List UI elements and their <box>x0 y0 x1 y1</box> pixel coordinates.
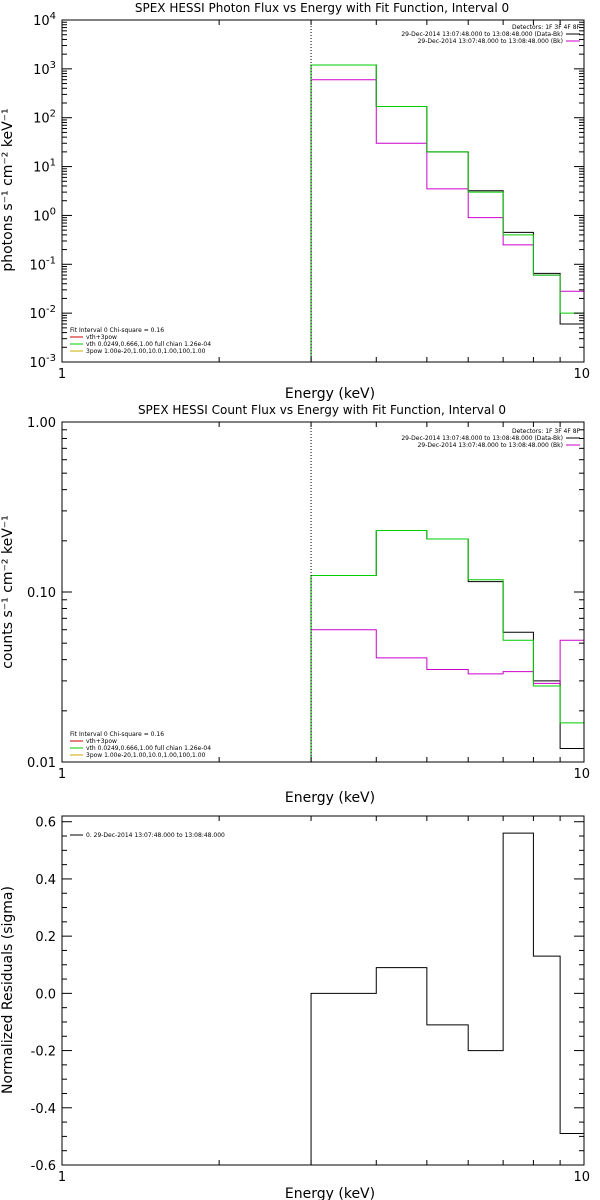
photon-x-axis-label: Energy (keV) <box>285 386 375 402</box>
count-x-tick-label: 10 <box>573 767 590 782</box>
count-flux-panel: SPEX HESSI Count Flux vs Energy with Fit… <box>0 403 590 806</box>
residuals-ticks-layer: 1 10 -0.6 -0.4 -0.2 0.0 0.2 0.4 0.6 <box>31 816 590 1185</box>
count-x-tick-label: 1 <box>58 767 66 782</box>
residuals-x-axis-label: Energy (keV) <box>285 1186 375 1200</box>
residuals-y-tick-label: 0.6 <box>35 816 56 831</box>
photon-y-tick-label: 10-3 <box>29 353 56 371</box>
photon-y-tick-label: 10-2 <box>29 304 56 322</box>
photon-y-tick-label: 104 <box>33 11 56 29</box>
photon-legend-left-header: Fit Interval 0 Chi-square = 0.16 <box>70 327 164 334</box>
count-ticks-layer: 1 10 0.01 0.10 1.00 <box>27 416 590 782</box>
photon-chart-title: SPEX HESSI Photon Flux vs Energy with Fi… <box>135 1 509 15</box>
count-y-tick-label: 0.01 <box>27 756 56 771</box>
residuals-y-tick-label: 0.2 <box>35 930 56 945</box>
count-series-1 <box>310 629 585 762</box>
count-axes-frame <box>61 421 585 763</box>
photon-legend-left-line-1: vth 0.0249,0.666,1.00 full chian 1.26e-0… <box>86 341 211 348</box>
count-y-axis-label: counts s⁻¹ cm⁻² keV⁻¹ <box>0 515 16 669</box>
photon-flux-panel: SPEX HESSI Photon Flux vs Energy with Fi… <box>0 1 590 402</box>
residuals-legend: 0. 29-Dec-2014 13:07:48.000 to 13:08:48.… <box>86 832 225 839</box>
photon-ticks-layer: 1 10 10-3 10-2 10-1 100 101 102 103 104 <box>29 11 590 382</box>
count-x-axis-label: Energy (keV) <box>285 790 375 806</box>
photon-series-2 <box>310 64 585 362</box>
count-legend-right-line-0: 29-Dec-2014 13:07:48.000 to 13:08:48.000… <box>401 435 563 442</box>
count-legend-right: Detectors: 1F 3F 4F 8F 29-Dec-2014 13:07… <box>401 428 580 449</box>
count-chart-title: SPEX HESSI Count Flux vs Energy with Fit… <box>138 403 506 417</box>
count-series-2 <box>310 530 585 762</box>
count-legend-right-header: Detectors: 1F 3F 4F 8F <box>512 428 581 435</box>
photon-legend-left-line-2: 3pow 1.00e-20,1.00,10.0,1.00,100,1.00 <box>86 348 206 355</box>
residuals-series-layer <box>310 832 585 1165</box>
count-legend-left-line-1: vth 0.0249,0.666,1.00 full chian 1.26e-0… <box>86 745 211 752</box>
photon-legend-right: Detectors: 1F 3F 4F 8F 29-Dec-2014 13:07… <box>401 24 580 45</box>
photon-series-layer <box>310 64 585 362</box>
residuals-y-axis-label: Normalized Residuals (sigma) <box>0 886 16 1094</box>
count-y-tick-label: 1.00 <box>27 416 56 431</box>
photon-legend-right-header: Detectors: 1F 3F 4F 8F <box>512 24 581 31</box>
photon-legend-left: Fit Interval 0 Chi-square = 0.16 vth+3po… <box>70 327 211 355</box>
residuals-y-tick-label: 0.0 <box>35 987 56 1002</box>
count-y-tick-label: 0.10 <box>27 586 56 601</box>
residuals-y-tick-label: 0.4 <box>35 873 56 888</box>
count-legend-left-line-2: 3pow 1.00e-20,1.00,10.0,1.00,100,1.00 <box>86 752 206 759</box>
photon-series-0 <box>310 64 585 362</box>
photon-y-tick-label: 102 <box>33 109 56 127</box>
residuals-series-0 <box>310 832 585 1165</box>
residuals-panel: 1 10 -0.6 -0.4 -0.2 0.0 0.2 0.4 0.6 Energy (keV)… <box>0 815 590 1200</box>
residuals-legend-line-0: 0. 29-Dec-2014 13:07:48.000 to 13:08:48.… <box>86 832 225 839</box>
photon-x-tick-label: 10 <box>573 367 590 382</box>
photon-x-tick-label: 1 <box>58 367 66 382</box>
residuals-y-tick-label: -0.6 <box>31 1159 56 1174</box>
residuals-plot-area: 1 10 -0.6 -0.4 -0.2 0.0 0.2 0.4 0.6 <box>31 815 590 1185</box>
residuals-x-tick-label: 1 <box>58 1170 66 1185</box>
photon-axes-frame <box>61 19 585 363</box>
count-plot-area: 1 10 0.01 0.10 1.00 <box>27 416 590 782</box>
count-series-layer <box>310 530 585 762</box>
count-legend-left-header: Fit Interval 0 Chi-square = 0.16 <box>70 731 164 738</box>
photon-y-tick-label: 10-1 <box>29 255 56 273</box>
photon-legend-left-line-0: vth+3pow <box>86 334 117 341</box>
photon-y-axis-label: photons s⁻¹ cm⁻² keV⁻¹ <box>0 108 16 271</box>
photon-series-1 <box>310 79 585 362</box>
photon-y-tick-label: 100 <box>33 206 56 224</box>
count-series-0 <box>310 530 585 762</box>
residuals-axes-frame <box>61 815 585 1166</box>
residuals-y-tick-label: -0.2 <box>31 1045 56 1060</box>
count-legend-left: Fit Interval 0 Chi-square = 0.16 vth+3po… <box>70 731 211 759</box>
count-legend-left-line-0: vth+3pow <box>86 738 117 745</box>
residuals-x-tick-label: 10 <box>573 1170 590 1185</box>
photon-plot-area: 1 10 10-3 10-2 10-1 100 101 102 103 104 <box>29 11 590 382</box>
photon-legend-right-line-0: 29-Dec-2014 13:07:48.000 to 13:08:48.000… <box>401 31 563 38</box>
photon-y-tick-label: 101 <box>33 158 56 176</box>
photon-legend-right-line-1: 29-Dec-2014 13:07:48.000 to 13:08:48.000… <box>418 38 563 45</box>
count-legend-right-line-1: 29-Dec-2014 13:07:48.000 to 13:08:48.000… <box>418 442 563 449</box>
photon-y-tick-label: 103 <box>33 60 56 78</box>
residuals-y-tick-label: -0.4 <box>31 1102 56 1117</box>
